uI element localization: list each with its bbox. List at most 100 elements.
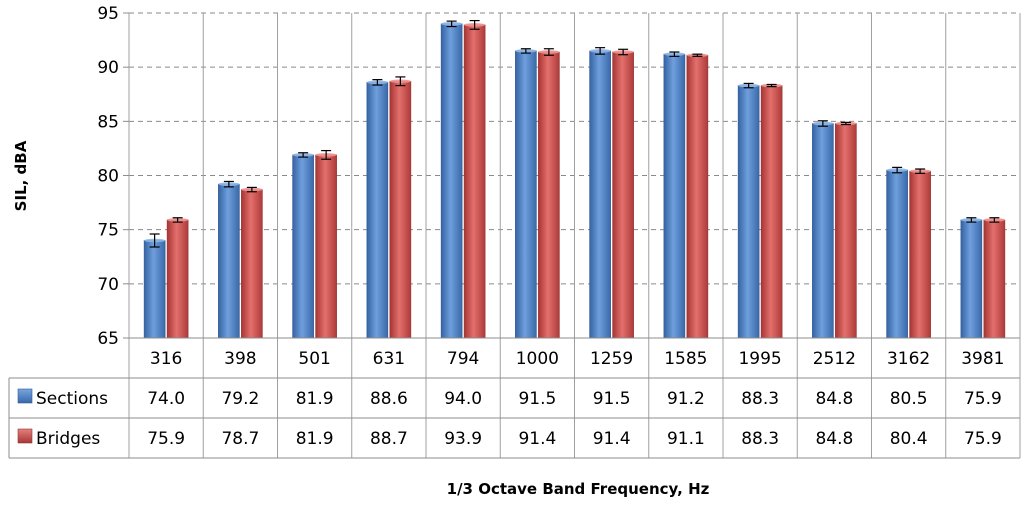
table-cell: 81.9 [296,429,334,449]
y-axis-label: SIL, dBA [12,140,30,211]
table-cell: 91.1 [667,429,705,449]
bar-sections [366,82,389,339]
table-cell: 93.9 [444,429,482,449]
error-bar [223,180,234,188]
bar-sections [960,219,983,339]
x-tick-label: 316 [150,349,182,369]
x-tick-label: 501 [298,349,330,369]
bar-bridges [463,24,486,339]
bar-sections [515,50,537,339]
gridlines [128,12,1021,458]
error-bar [172,217,183,223]
error-bar [469,19,480,30]
x-tick-label: 1585 [664,349,707,369]
bar-sections [292,154,314,339]
bar-sections [812,123,834,339]
bar-sections [143,240,166,339]
table-cell: 91.2 [667,389,705,409]
error-bar [669,51,680,57]
error-bar [989,217,1000,223]
bar-bridges [983,219,1006,339]
x-tick-label: 794 [447,349,479,369]
y-tick-label: 80 [97,167,119,187]
bar-bridges [241,189,263,339]
legend-label: Bridges [36,429,100,449]
table-cell: 74.0 [147,389,185,409]
table-cell: 84.8 [815,429,853,449]
y-tick-label: 85 [97,112,119,132]
table-cell: 84.8 [815,389,853,409]
error-bar [543,48,554,56]
bar-bridges [389,80,412,339]
table-cell: 80.5 [890,389,928,409]
bar-sections [737,85,760,339]
table-cell: 91.4 [593,429,631,449]
x-tick-label: 1259 [590,349,633,369]
x-tick-label: 1995 [738,349,781,369]
y-tick-label: 95 [97,4,119,24]
x-tick-label: 1000 [516,349,559,369]
table-cell: 88.7 [370,429,408,449]
x-tick-label: 3162 [887,349,930,369]
table-cell: 88.3 [741,429,779,449]
error-bar [817,120,828,127]
bar-bridges [166,219,189,339]
bar-sections [218,183,240,339]
legend-key-sections [17,388,33,404]
x-axis-label: 1/3 Octave Band Frequency, Hz [447,480,710,498]
error-bar [840,121,851,126]
bar-bridges [686,54,709,339]
x-tick-label: 631 [373,349,405,369]
error-bar [298,152,309,158]
error-bar [618,48,629,56]
x-tick-label: 3981 [961,349,1004,369]
error-bar [321,149,332,160]
legend-label: Sections [36,389,108,409]
y-tick-label: 75 [97,221,119,241]
table-cell: 91.5 [593,389,631,409]
error-bar [395,76,406,87]
error-bars [149,19,1000,248]
table-cell: 75.9 [147,429,185,449]
bar-bridges [835,123,857,339]
table-cell: 91.4 [518,429,556,449]
error-bar [372,79,383,86]
bar-bridges [760,85,783,339]
y-tick-label: 65 [97,329,119,349]
error-bar [743,82,754,89]
bar-bridges [538,51,560,339]
error-bar [595,47,606,55]
bars [143,22,1006,339]
bar-sections [663,53,686,339]
table-cell: 94.0 [444,389,482,409]
table-cell: 78.7 [221,429,259,449]
table-cell: 75.9 [964,389,1002,409]
bar-sections [440,23,463,339]
bar-sections [589,50,611,339]
error-bar [692,53,703,57]
y-axis-ticks: 65 70 75 80 85 90 95 [97,4,129,349]
table-cell: 91.5 [518,389,556,409]
error-bar [766,83,777,88]
table-cell: 75.9 [964,429,1002,449]
table-cell: 80.4 [890,429,928,449]
y-tick-label: 90 [97,58,119,78]
error-bar [246,186,257,193]
bar-bridges [909,170,931,339]
error-bar [446,20,457,28]
x-tick-label: 398 [224,349,256,369]
bar-bridges [315,154,337,339]
error-bar [520,48,531,54]
table-cell: 88.6 [370,389,408,409]
y-axis-title: SIL, dBA [12,140,30,211]
table-cell: 79.2 [221,389,259,409]
error-bar [966,217,977,223]
bar-sections [886,169,908,339]
x-tick-label: 2512 [813,349,856,369]
error-bar [149,233,160,248]
error-bar [892,166,903,174]
y-tick-label: 70 [97,275,119,295]
table-cell: 88.3 [741,389,779,409]
